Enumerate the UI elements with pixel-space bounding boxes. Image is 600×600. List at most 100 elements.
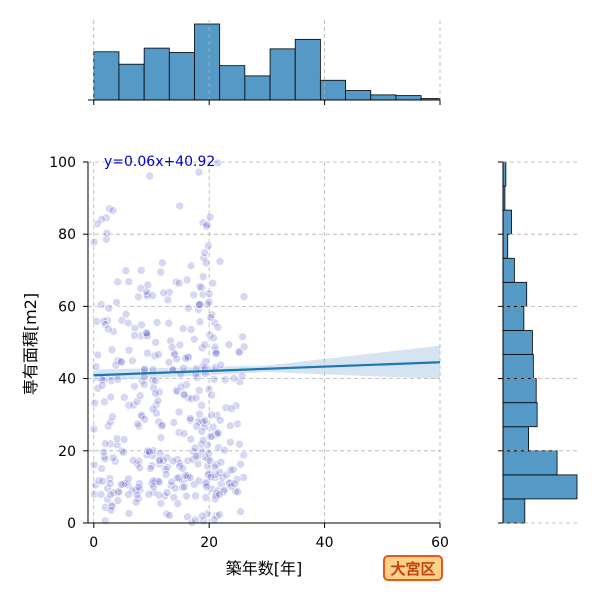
scatter-point [170, 349, 179, 359]
scatter-point [200, 422, 210, 432]
scatter-point [210, 462, 220, 472]
y-histogram-bar [502, 209, 512, 235]
scatter-point [91, 480, 100, 490]
scatter-point [166, 336, 175, 346]
scatter-point [142, 290, 152, 299]
scatter-point [130, 323, 140, 333]
scatter-point [128, 356, 137, 366]
scatter-point [202, 220, 212, 230]
scatter-point [103, 324, 113, 334]
scatter-point [135, 463, 145, 473]
scatter-point [205, 456, 215, 465]
scatter-point [117, 316, 127, 325]
x-histogram-bar [219, 65, 246, 101]
scatter-point [143, 280, 153, 290]
scatter-point [189, 334, 199, 344]
scatter-point [173, 387, 182, 396]
scatter-point [155, 456, 164, 465]
scatter-point [227, 404, 236, 413]
scatter-point [209, 515, 219, 525]
scatter-point [164, 318, 174, 328]
regression-line-layer [93, 361, 441, 377]
scatter-point [232, 475, 242, 484]
scatter-point [124, 490, 133, 499]
scatter-point [237, 371, 247, 381]
scatter-point [235, 347, 244, 357]
scatter-point [230, 479, 239, 489]
y-histogram-bar [502, 354, 534, 380]
scatter-point [140, 364, 149, 374]
scatter-point [89, 424, 99, 434]
scatter-point [152, 318, 162, 327]
scatter-point [182, 380, 191, 389]
scatter-point [106, 417, 115, 427]
scatter-point [103, 421, 113, 431]
scatter-point [169, 418, 179, 427]
scatter-point [130, 331, 139, 340]
y-marginal-histogram [498, 161, 579, 524]
scatter-point [96, 300, 106, 309]
y-histogram-bar [502, 402, 538, 428]
scatter-point [165, 511, 174, 520]
scatter-point [147, 461, 157, 471]
scatter-point [156, 433, 166, 443]
scatter-point [214, 428, 223, 438]
scatter-point [121, 309, 131, 319]
scatter-point [108, 453, 118, 463]
scatter-point [112, 434, 122, 443]
scatter-point [161, 465, 170, 474]
scatter-point [124, 509, 134, 518]
scatter-point [231, 401, 241, 410]
scatter-point [179, 429, 189, 438]
scatter-points [89, 158, 249, 527]
x-histogram-bar [143, 47, 170, 101]
scatter-point [195, 282, 205, 292]
scatter-point [89, 237, 99, 247]
scatter-point [198, 436, 208, 445]
scatter-point [216, 479, 226, 489]
scatter-point [172, 473, 182, 483]
scatter-point [135, 485, 145, 495]
scatter-point [239, 473, 248, 482]
scatter-point [197, 401, 206, 410]
scatter-point [103, 494, 112, 504]
scatter-point [148, 375, 158, 385]
scatter-point [104, 304, 114, 313]
scatter-point [93, 219, 102, 229]
scatter-point [183, 512, 192, 522]
scatter-point [156, 499, 166, 508]
scatter-point [175, 459, 184, 468]
scatter-point [108, 412, 117, 421]
y-histogram-bar [502, 450, 558, 476]
scatter-point [102, 228, 112, 238]
scatter-point [89, 489, 99, 499]
scatter-point [215, 257, 225, 266]
scatter-point [205, 330, 215, 340]
y-histogram-bar [502, 281, 528, 307]
scatter-point [99, 447, 108, 457]
scatter-point [108, 206, 118, 215]
scatter-point [163, 295, 173, 305]
x-tick-label: 60 [431, 535, 449, 551]
scatter-point [167, 343, 177, 352]
scatter-point [200, 452, 210, 462]
scatter-point [200, 416, 210, 425]
scatter-point [96, 490, 106, 499]
scatter-point [181, 353, 190, 363]
scatter-point [151, 338, 161, 347]
scatter-point [202, 509, 212, 519]
scatter-point [134, 292, 143, 302]
scatter-point [208, 278, 218, 288]
scatter-point [185, 473, 195, 482]
scatter-point [193, 459, 203, 469]
ward-badge: 大宮区 [383, 555, 443, 581]
scatter-point [239, 342, 249, 352]
scatter-point [137, 411, 147, 421]
scatter-point [184, 353, 194, 362]
scatter-point [145, 447, 154, 457]
scatter-point [191, 515, 200, 525]
scatter-point [174, 428, 184, 437]
scatter-point [238, 332, 247, 342]
scatter-point [132, 490, 142, 500]
x-histogram-bar [345, 90, 372, 101]
